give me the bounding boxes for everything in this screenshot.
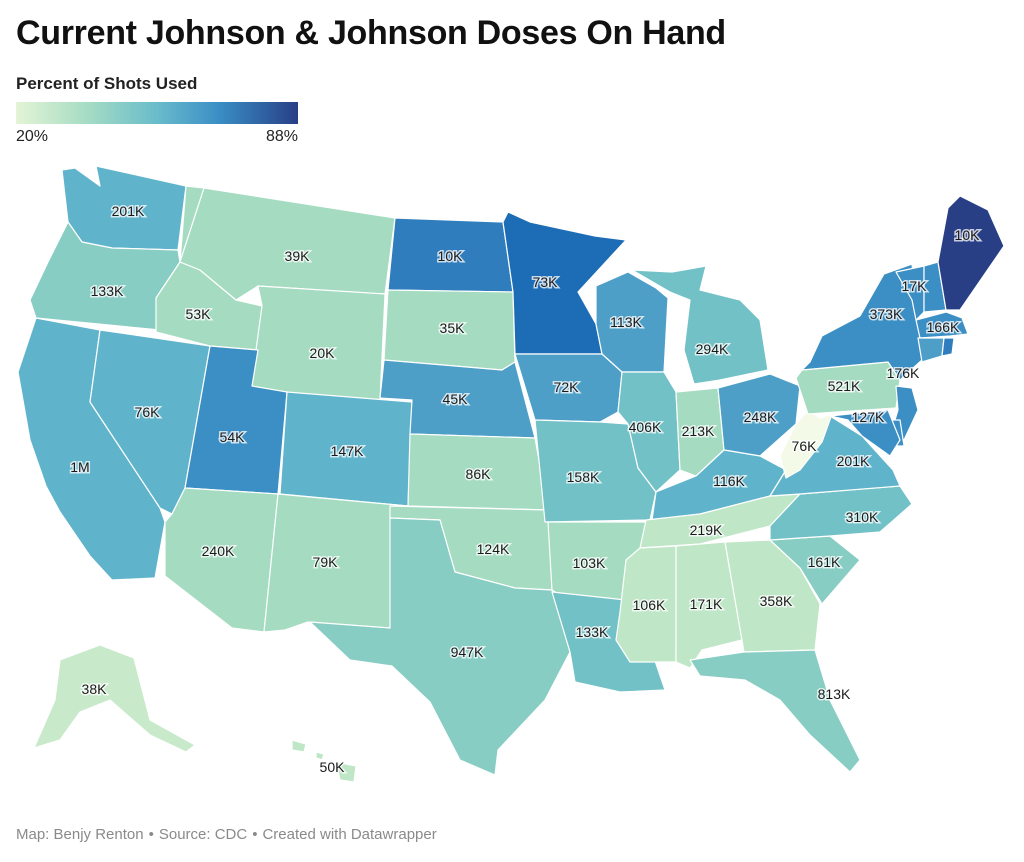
legend-max-label: 88% bbox=[265, 128, 298, 145]
state-label-mo: 158K bbox=[567, 469, 600, 485]
state-label-hi: 50K bbox=[320, 759, 346, 775]
source-credit: Source: CDC bbox=[158, 826, 248, 843]
state-label-nc: 310K bbox=[846, 509, 879, 525]
state-label-mn: 73K bbox=[533, 274, 559, 290]
legend-title: Percent of Shots Used bbox=[16, 74, 198, 93]
state-label-ca: 1M bbox=[70, 459, 89, 475]
state-label-wi: 113K bbox=[610, 314, 642, 330]
state-label-ne: 45K bbox=[443, 391, 469, 407]
map-title: Current Johnson & Johnson Doses On Hand bbox=[16, 14, 726, 52]
state-label-wv: 76K bbox=[792, 438, 818, 454]
state-label-sc: 161K bbox=[808, 554, 841, 570]
map-credit: Map: Benjy Renton bbox=[16, 826, 144, 843]
state-az bbox=[164, 487, 279, 633]
state-label-nv: 76K bbox=[135, 404, 161, 420]
state-label-wa: 201K bbox=[112, 203, 145, 219]
state-label-id: 53K bbox=[186, 306, 212, 322]
legend-scale-labels: 20% 88% bbox=[16, 128, 298, 150]
state-label-ut: 54K bbox=[220, 429, 246, 445]
state-label-nm: 79K bbox=[313, 554, 339, 570]
footer-separator: • bbox=[148, 826, 154, 843]
color-legend: Percent of Shots Used 20% 88% bbox=[16, 74, 298, 150]
state-label-ks: 86K bbox=[466, 466, 492, 482]
state-fl bbox=[689, 649, 861, 773]
state-label-wy: 20K bbox=[310, 345, 336, 361]
state-wv bbox=[779, 409, 833, 479]
state-labels: 201K 133K 1M 76K 53K 39K 20K 54K 240K 147K 79K 10K 3… bbox=[69, 202, 982, 777]
footer-separator: • bbox=[252, 826, 258, 843]
state-label-ok: 124K bbox=[477, 541, 510, 557]
state-md bbox=[829, 409, 901, 457]
state-label-ny: 373K bbox=[870, 306, 903, 322]
state-label-sd: 35K bbox=[440, 320, 466, 336]
state-label-ga: 358K bbox=[760, 593, 793, 609]
state-ri bbox=[941, 337, 955, 357]
legend-min-label: 20% bbox=[16, 128, 49, 145]
state-tx bbox=[309, 517, 571, 776]
state-label-ak: 38K bbox=[82, 681, 108, 697]
state-label-or: 133K bbox=[91, 283, 124, 299]
state-label-ky: 116K bbox=[713, 473, 745, 489]
state-label-mt: 39K bbox=[285, 248, 311, 264]
state-wy bbox=[249, 285, 386, 401]
state-label-nd: 10K bbox=[438, 248, 464, 264]
state-label-az: 240K bbox=[202, 543, 235, 559]
state-label-tx: 947K bbox=[451, 644, 484, 660]
state-label-in: 213K bbox=[682, 423, 715, 439]
state-label-ma: 166K bbox=[927, 319, 960, 335]
state-ms bbox=[615, 545, 677, 663]
state-label-oh: 248K bbox=[744, 409, 777, 425]
state-label-nj: 176K bbox=[887, 365, 920, 381]
legend-gradient-bar bbox=[16, 102, 298, 124]
state-shapes bbox=[17, 165, 1005, 783]
state-label-vt: 17K bbox=[902, 278, 928, 294]
state-label-va: 201K bbox=[837, 453, 870, 469]
state-label-me: 10K bbox=[955, 227, 981, 243]
state-label-ia: 72K bbox=[554, 379, 580, 395]
created-with-credit: Created with Datawrapper bbox=[262, 826, 437, 843]
state-ct bbox=[917, 337, 945, 363]
state-label-la: 133K bbox=[576, 624, 609, 640]
state-label-mi: 294K bbox=[696, 341, 729, 357]
state-label-pa: 521K bbox=[828, 378, 861, 394]
state-label-ms: 106K bbox=[633, 597, 666, 613]
state-label-fl: 813K bbox=[818, 686, 851, 702]
state-mi bbox=[631, 265, 769, 385]
state-label-al: 171K bbox=[690, 596, 723, 612]
state-label-co: 147K bbox=[331, 443, 364, 459]
state-mn bbox=[502, 211, 627, 355]
state-ak bbox=[33, 644, 196, 753]
state-hi bbox=[291, 739, 357, 783]
state-vt bbox=[895, 265, 925, 321]
state-label-tn: 219K bbox=[690, 522, 723, 538]
state-label-ar: 103K bbox=[573, 555, 606, 571]
state-me bbox=[937, 195, 1005, 311]
state-label-il: 406K bbox=[629, 419, 662, 435]
state-label-md: 127K bbox=[852, 409, 885, 425]
credits-footer: Map: Benjy Renton • Source: CDC • Created wi… bbox=[16, 826, 437, 843]
